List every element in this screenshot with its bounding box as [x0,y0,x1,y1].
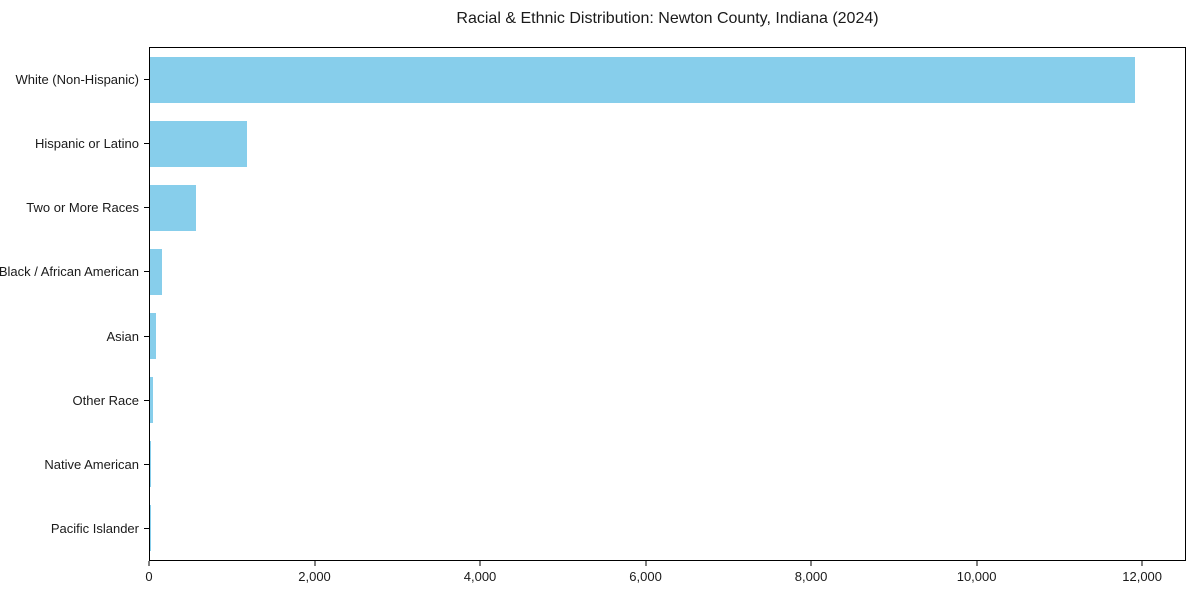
y-tick-mark [144,142,149,144]
y-label-black-african-american: Black / African American [0,264,139,280]
bar-row-white-non-hispanic [150,48,1185,112]
bar-black-african-american [150,248,162,296]
y-label-two-or-more-races: Two or More Races [26,200,139,216]
x-tick-label: 8,000 [794,569,828,584]
x-axis-ticks: 0 2,000 4,000 6,000 8,000 10,000 12,000 [145,561,1186,597]
x-tick-mark [810,561,812,566]
y-tick-mark [144,335,149,337]
bar-row-pacific-islander [150,496,1185,560]
y-label-row-two-or-more-races: Two or More Races [0,176,149,240]
y-tick-mark [144,207,149,209]
bars-container [150,48,1185,560]
bar-white-non-hispanic [150,56,1136,104]
bar-native-american [150,440,152,488]
x-tick-label: 0 [145,569,153,584]
y-label-row-white-non-hispanic: White (Non-Hispanic) [0,47,149,111]
x-tick-mark [1141,561,1143,566]
bar-row-asian [150,304,1185,368]
y-label-white-non-hispanic: White (Non-Hispanic) [15,71,139,87]
y-label-row-other-race: Other Race [0,368,149,432]
y-label-row-black-african-american: Black / African American [0,240,149,304]
y-label-row-native-american: Native American [0,433,149,497]
x-tick-label: 12,000 [1122,569,1163,584]
bar-two-or-more-races [150,184,197,232]
bar-row-two-or-more-races [150,176,1185,240]
x-tick-mark [148,561,150,566]
bar-row-native-american [150,432,1185,496]
bar-other-race [150,376,154,424]
bar-asian [150,312,156,360]
y-label-asian: Asian [106,328,139,344]
y-label-native-american: Native American [44,457,139,473]
x-tick-label: 6,000 [629,569,662,584]
x-tick-mark [314,561,316,566]
y-tick-mark [144,399,149,401]
x-tick-label: 10,000 [956,569,997,584]
bar-row-hispanic-or-latino [150,112,1185,176]
y-axis-labels: White (Non-Hispanic) Hispanic or Latino Tw… [0,47,149,561]
y-label-row-pacific-islander: Pacific Islander [0,497,149,561]
y-tick-mark [144,528,149,530]
x-tick-mark [479,561,481,566]
y-tick-mark [144,78,149,80]
bar-hispanic-or-latino [150,120,248,168]
x-tick-label: 4,000 [463,569,497,584]
plot-area [149,47,1186,561]
y-label-row-asian: Asian [0,304,149,368]
y-label-other-race: Other Race [72,392,139,408]
x-tick-mark [645,561,647,566]
y-tick-mark [144,464,149,466]
chart-title: Racial & Ethnic Distribution: Newton Cou… [456,10,879,27]
x-tick-label: 2,000 [298,569,331,584]
y-tick-mark [144,271,149,273]
bar-row-black-african-american [150,240,1185,304]
bar-row-other-race [150,368,1185,432]
y-label-pacific-islander: Pacific Islander [50,521,139,537]
y-label-hispanic-or-latino: Hispanic or Latino [34,135,139,151]
x-tick-mark [976,561,978,566]
y-label-row-hispanic-or-latino: Hispanic or Latino [0,111,149,175]
